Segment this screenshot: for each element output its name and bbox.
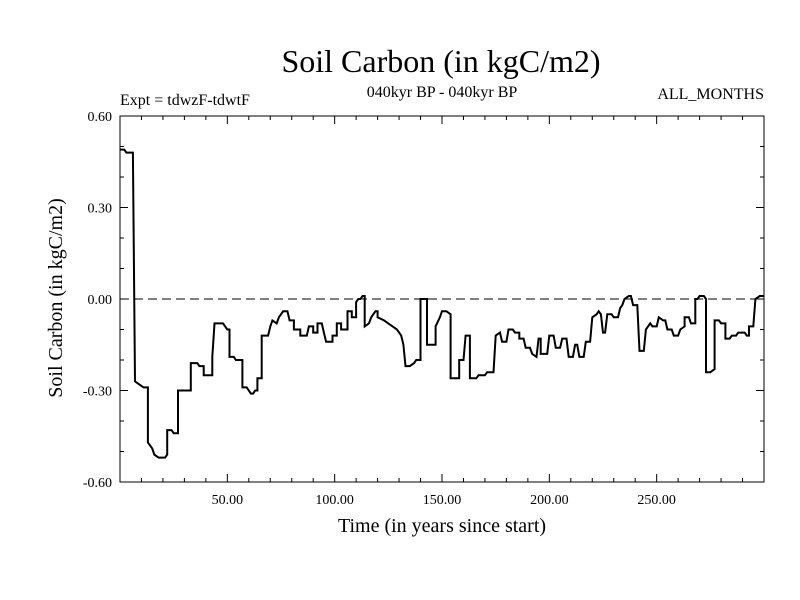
plot-frame: [119, 115, 765, 483]
x-axis-label: Time (in years since start): [338, 515, 546, 537]
chart-title: Soil Carbon (in kgC/m2): [281, 43, 600, 79]
months-label: ALL_MONTHS: [657, 86, 764, 103]
x-tick-label: 150.00: [423, 493, 462, 508]
tick-labels: 50.00 100.00 150.00 200.00 250.00 -0.60 -0.30 0…: [83, 110, 676, 508]
experiment-label: Expt = tdwzF-tdwtF: [120, 92, 250, 109]
x-tick-label: 50.00: [212, 493, 244, 508]
axis-ticks: [120, 116, 764, 482]
period-label: 040kyr BP - 040kyr BP: [367, 84, 518, 101]
y-tick-label: 0.60: [88, 110, 113, 125]
x-tick-label: 250.00: [637, 493, 676, 508]
y-axis-label: Soil Carbon (in kgC/m2): [45, 198, 67, 397]
y-tick-label: -0.60: [83, 476, 112, 491]
x-tick-label: 200.00: [530, 493, 569, 508]
y-tick-label: 0.30: [88, 202, 113, 217]
x-tick-label: 100.00: [315, 493, 354, 508]
y-tick-label: 0.00: [88, 293, 113, 308]
series-line: [120, 148, 764, 459]
y-tick-label: -0.30: [83, 385, 112, 400]
